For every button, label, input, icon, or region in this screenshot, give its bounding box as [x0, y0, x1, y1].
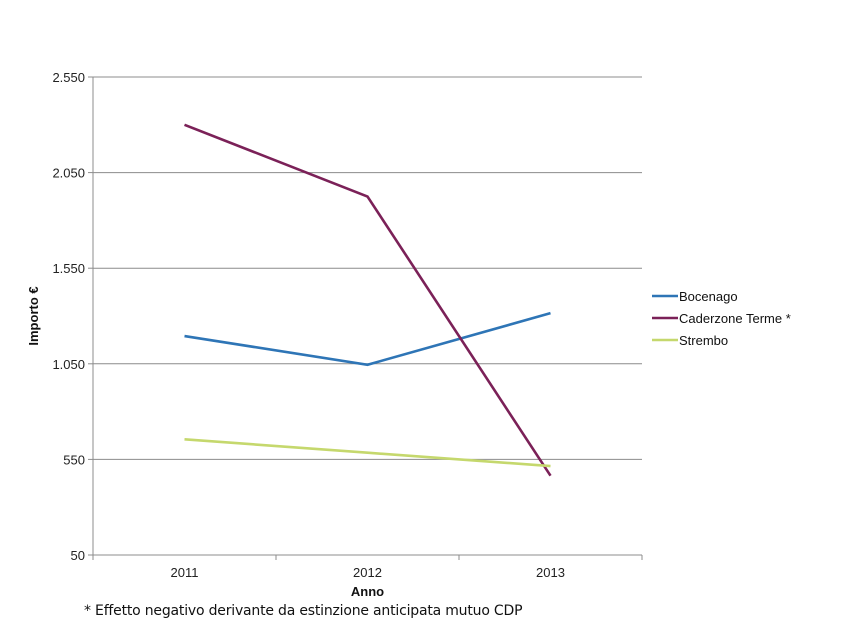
- y-tick-label: 1.050: [52, 357, 85, 372]
- x-tick-label: 2012: [353, 565, 382, 580]
- x-tick-labels: 2011 2012 2013: [171, 565, 565, 580]
- series-line-strembo: [184, 438, 551, 468]
- legend-label: Caderzone Terme *: [679, 311, 791, 326]
- y-tick-label: 50: [71, 548, 85, 563]
- footnote: * Effetto negativo derivante da estinzio…: [84, 603, 523, 619]
- y-tick-label: 2.050: [52, 166, 85, 181]
- series-line-bocenago: [184, 311, 551, 367]
- x-tick-label: 2011: [171, 565, 199, 580]
- y-tick-label: 1.550: [52, 261, 85, 276]
- legend-label: Bocenago: [679, 289, 738, 304]
- y-tick-labels: 50 550 1.050 1.550 2.050 2.550: [52, 70, 85, 563]
- gridlines: [93, 76, 642, 556]
- y-tick-label: 550: [63, 452, 85, 467]
- axes: [88, 76, 643, 560]
- legend-label: Strembo: [679, 333, 728, 348]
- x-axis-title: Anno: [351, 584, 384, 599]
- legend: Bocenago Caderzone Terme * Strembo: [652, 289, 791, 348]
- series-lines: [184, 123, 552, 477]
- y-tick-label: 2.550: [52, 70, 85, 85]
- series-line-caderzone-terme: [184, 123, 552, 477]
- y-axis-title: Importo €: [26, 286, 41, 345]
- x-tick-label: 2013: [536, 565, 565, 580]
